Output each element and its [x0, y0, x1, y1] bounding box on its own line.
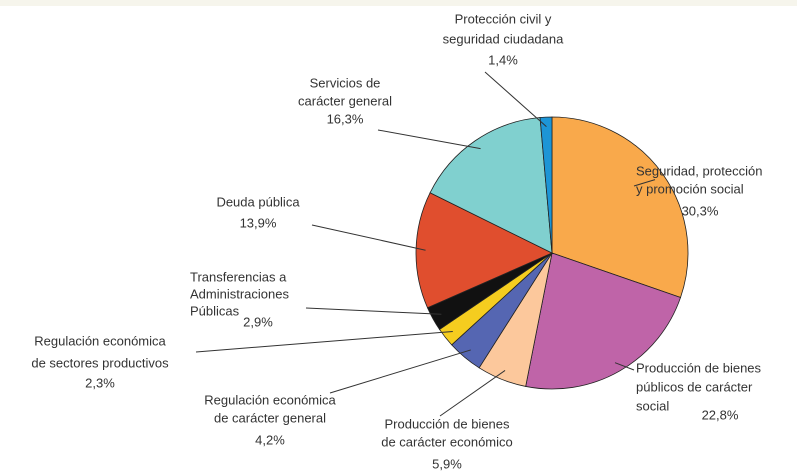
slice-label: públicos de carácter: [636, 379, 753, 394]
value-label: 5,9%: [432, 456, 462, 471]
pie-slice: [429, 117, 553, 254]
slice-label: Producción de bienes: [636, 360, 762, 375]
slice-label: Regulación económica: [204, 392, 336, 407]
leader-line: [484, 71, 547, 128]
leader-line: [377, 129, 481, 150]
slice-label: Servicios de: [310, 75, 381, 90]
value-label: 2,9%: [243, 314, 273, 329]
leader-line: [329, 349, 471, 394]
slice-label: Administraciones: [190, 286, 289, 301]
leader-line: [633, 179, 656, 187]
value-label: 16,3%: [327, 111, 364, 126]
value-label: 1,4%: [488, 52, 518, 67]
value-label: 13,9%: [240, 215, 277, 230]
slice-label: de sectores productivos: [31, 355, 169, 370]
slice-label: social: [636, 398, 669, 413]
pie-slice: [415, 192, 553, 309]
pie-slice: [525, 252, 682, 390]
slice-label: y promoción social: [636, 181, 744, 196]
leader-line: [195, 330, 453, 353]
slice-label: Seguridad, protección: [636, 163, 762, 178]
leader-line: [614, 362, 635, 371]
slice-label: Transferencias a: [190, 269, 287, 284]
value-label: 22,8%: [702, 407, 739, 422]
pie-slice: [551, 116, 689, 298]
leader-line: [305, 307, 442, 315]
top-strip: [0, 0, 797, 6]
slice-label: Protección civil y: [455, 11, 552, 26]
value-label: 30,3%: [682, 203, 719, 218]
slice-label: de carácter general: [214, 410, 326, 425]
slice-label: Públicas: [190, 303, 240, 318]
slice-label: Deuda pública: [216, 194, 300, 209]
value-label: 2,3%: [85, 375, 115, 390]
slice-label: Producción de bienes: [384, 416, 510, 431]
slice-label: Regulación económica: [34, 333, 166, 348]
slice-label: seguridad ciudadana: [443, 31, 564, 46]
leader-line: [311, 224, 426, 251]
leader-line: [439, 370, 506, 417]
value-label: 4,2%: [255, 432, 285, 447]
pie-slice: [539, 116, 553, 254]
slice-label: carácter general: [298, 93, 392, 108]
slice-label: de carácter económico: [381, 434, 513, 449]
